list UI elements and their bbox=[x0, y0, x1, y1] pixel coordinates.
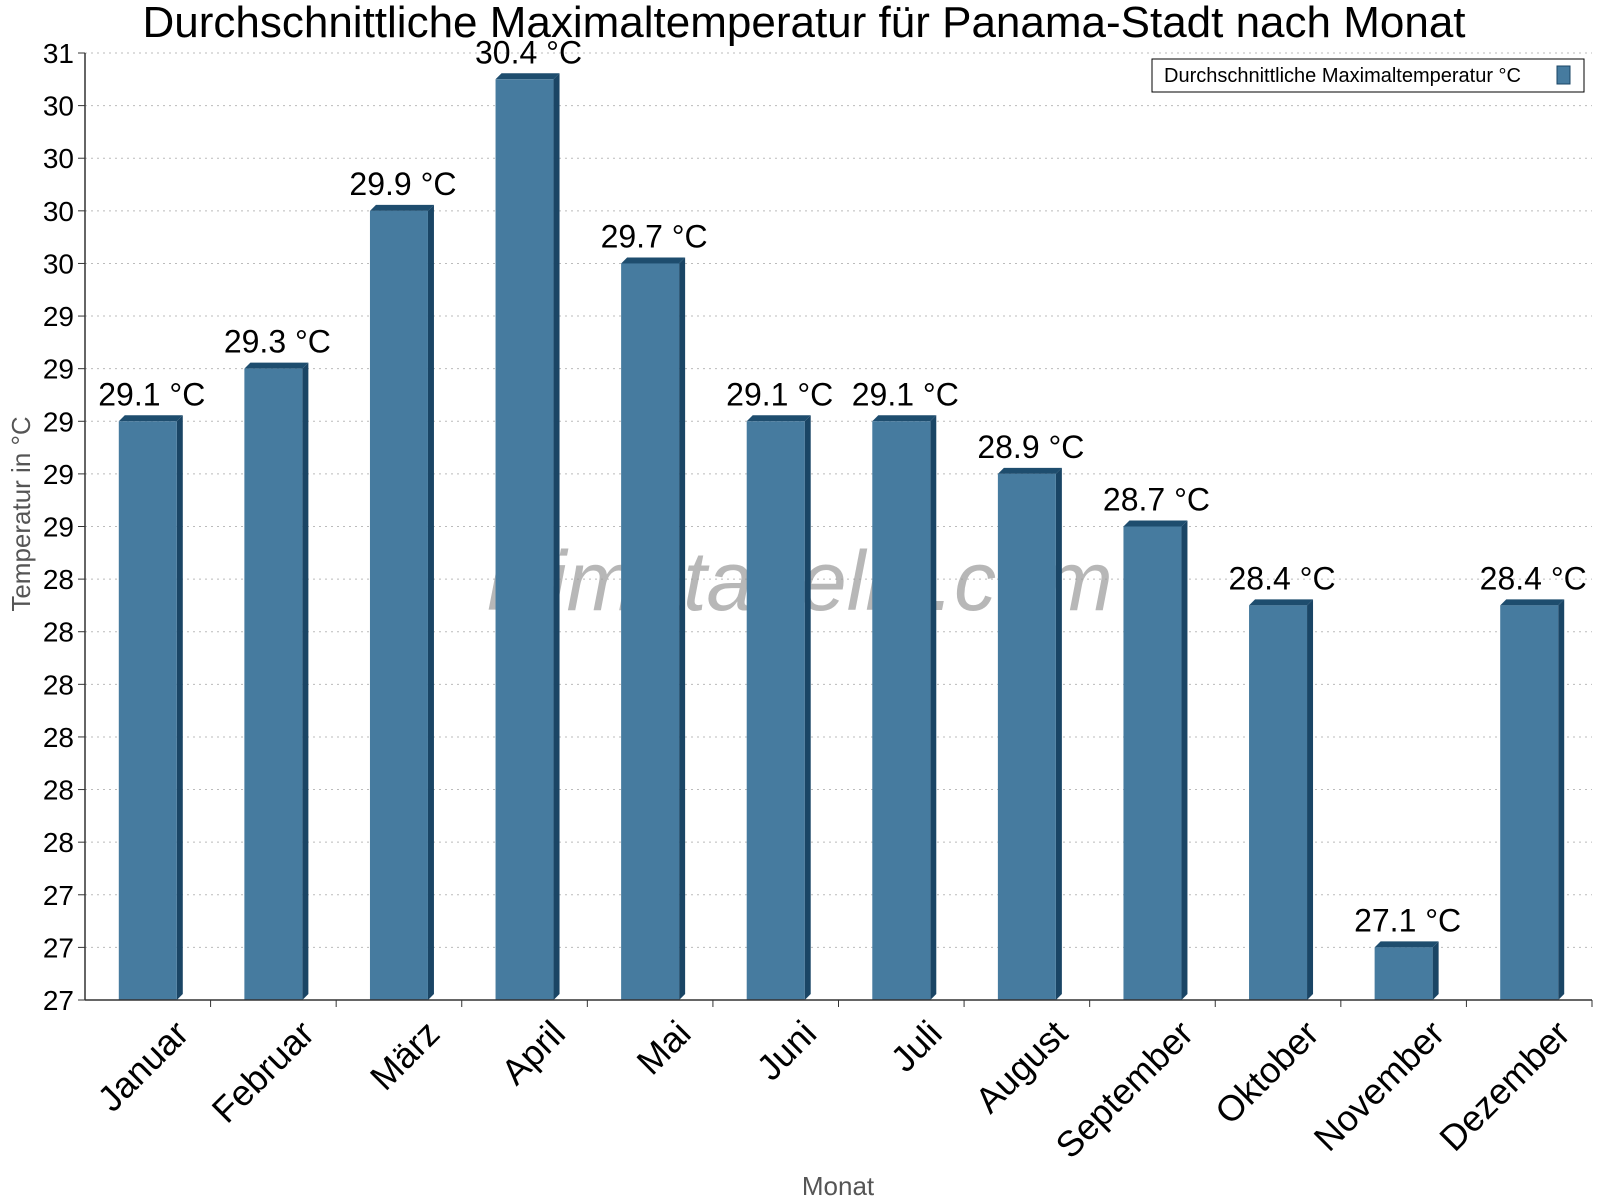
bar bbox=[1500, 605, 1559, 1000]
y-tick-label: 27 bbox=[43, 932, 74, 963]
x-tick-label: Juli bbox=[883, 1012, 950, 1079]
bar bbox=[1249, 605, 1308, 1000]
data-labels: 29.1 °C 29.3 °C 29.9 °C 30.4 °C 29.7 °C 29.1 … bbox=[98, 34, 1586, 938]
x-tick-label: September bbox=[1047, 1012, 1201, 1166]
bar-side bbox=[1055, 467, 1062, 1000]
data-label: 28.9 °C bbox=[977, 429, 1084, 465]
bar-side bbox=[1558, 599, 1565, 1000]
bar-top bbox=[872, 415, 937, 422]
x-tick-label: Mai bbox=[629, 1012, 699, 1082]
y-tick-label: 31 bbox=[43, 38, 74, 69]
y-tick-label: 30 bbox=[43, 196, 74, 227]
bar bbox=[1374, 947, 1433, 1000]
y-tick-label: 27 bbox=[43, 880, 74, 911]
bar-top bbox=[746, 415, 811, 422]
data-label: 28.4 °C bbox=[1229, 560, 1336, 596]
bar-top bbox=[1123, 520, 1188, 527]
bar-side bbox=[679, 257, 686, 1000]
bars bbox=[118, 73, 1565, 1001]
x-tick-labels: Januar Februar März April Mai Juni Juli AugustS… bbox=[89, 1012, 1577, 1166]
bar-side bbox=[176, 415, 183, 1000]
data-label: 29.3 °C bbox=[224, 324, 331, 360]
bar-top bbox=[118, 415, 183, 422]
bar-side bbox=[1307, 599, 1314, 1000]
data-label: 29.1 °C bbox=[852, 376, 959, 412]
bar bbox=[244, 368, 303, 1001]
x-tick-label: Oktober bbox=[1207, 1012, 1327, 1132]
y-tick-label: 27 bbox=[43, 985, 74, 1016]
legend-swatch bbox=[1556, 65, 1571, 85]
bar-side bbox=[1181, 520, 1188, 1000]
y-tick-label: 29 bbox=[43, 406, 74, 437]
y-tick-label: 29 bbox=[43, 354, 74, 385]
bar bbox=[369, 210, 428, 1001]
bar-top bbox=[369, 204, 434, 211]
y-tick-label: 29 bbox=[43, 459, 74, 490]
data-label: 29.9 °C bbox=[349, 166, 456, 202]
y-tick-label: 30 bbox=[43, 248, 74, 279]
data-label: 29.7 °C bbox=[601, 218, 708, 254]
bar bbox=[495, 79, 554, 1001]
gridlines bbox=[85, 52, 1592, 948]
data-label: 30.4 °C bbox=[475, 34, 582, 70]
data-label: 27.1 °C bbox=[1354, 902, 1461, 938]
y-tick-label: 29 bbox=[43, 301, 74, 332]
data-label: 29.1 °C bbox=[726, 376, 833, 412]
y-axis-label: Temperatur in °C bbox=[6, 416, 36, 611]
bar-top bbox=[621, 257, 686, 264]
legend: Durchschnittliche Maximaltemperatur °C bbox=[1151, 58, 1585, 93]
data-label: 29.1 °C bbox=[98, 376, 205, 412]
bar-side bbox=[930, 415, 937, 1000]
bar-top bbox=[1249, 599, 1314, 606]
y-tick-label: 30 bbox=[43, 143, 74, 174]
bar bbox=[997, 473, 1056, 1000]
x-tick-label: Dezember bbox=[1431, 1012, 1577, 1158]
y-tick-label: 28 bbox=[43, 669, 74, 700]
axes bbox=[78, 52, 1593, 1007]
x-tick-label: November bbox=[1306, 1012, 1452, 1158]
bar bbox=[872, 421, 931, 1000]
bar bbox=[621, 263, 680, 1000]
y-tick-label: 28 bbox=[43, 564, 74, 595]
x-axis-label: Monat bbox=[802, 1171, 875, 1200]
bar bbox=[746, 421, 805, 1000]
bar-top bbox=[244, 362, 309, 369]
chart-title: Durchschnittliche Maximaltemperatur für … bbox=[142, 0, 1465, 47]
bar-side bbox=[302, 362, 309, 1001]
bar-top bbox=[495, 73, 560, 80]
x-tick-label: April bbox=[493, 1012, 573, 1092]
y-tick-label: 28 bbox=[43, 617, 74, 648]
legend-box bbox=[1151, 58, 1585, 93]
bar-side bbox=[804, 415, 811, 1000]
x-tick-label: Februar bbox=[204, 1012, 322, 1130]
bar-side bbox=[1432, 941, 1439, 1000]
bar-top bbox=[1374, 941, 1439, 948]
bar-top bbox=[997, 467, 1062, 474]
bar bbox=[1123, 526, 1182, 1000]
x-tick-label: Januar bbox=[89, 1012, 196, 1119]
x-tick-label: Juni bbox=[748, 1012, 824, 1088]
bar-side bbox=[553, 73, 560, 1001]
bar bbox=[118, 421, 177, 1000]
y-tick-label: 28 bbox=[43, 827, 74, 858]
y-tick-label: 28 bbox=[43, 775, 74, 806]
y-tick-label: 30 bbox=[43, 91, 74, 122]
bar-side bbox=[427, 204, 434, 1001]
y-tick-label: 29 bbox=[43, 512, 74, 543]
y-tick-label: 28 bbox=[43, 722, 74, 753]
y-tick-labels: 27 27 27 28 28 28 28 28 28 29 29 29 29 29 30 30 30 30 31 bbox=[43, 38, 74, 1016]
x-tick-label: März bbox=[362, 1012, 448, 1098]
data-label: 28.7 °C bbox=[1103, 482, 1210, 518]
data-label: 28.4 °C bbox=[1480, 560, 1587, 596]
legend-label: Durchschnittliche Maximaltemperatur °C bbox=[1164, 65, 1521, 87]
x-tick-label: August bbox=[967, 1012, 1075, 1120]
bar-top bbox=[1500, 599, 1565, 606]
